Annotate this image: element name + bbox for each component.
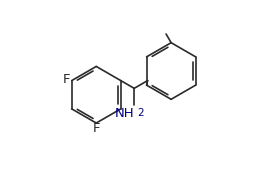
Text: 2: 2 [137,108,144,118]
Text: F: F [93,122,101,135]
Text: NH: NH [115,107,134,120]
Text: F: F [63,73,70,86]
